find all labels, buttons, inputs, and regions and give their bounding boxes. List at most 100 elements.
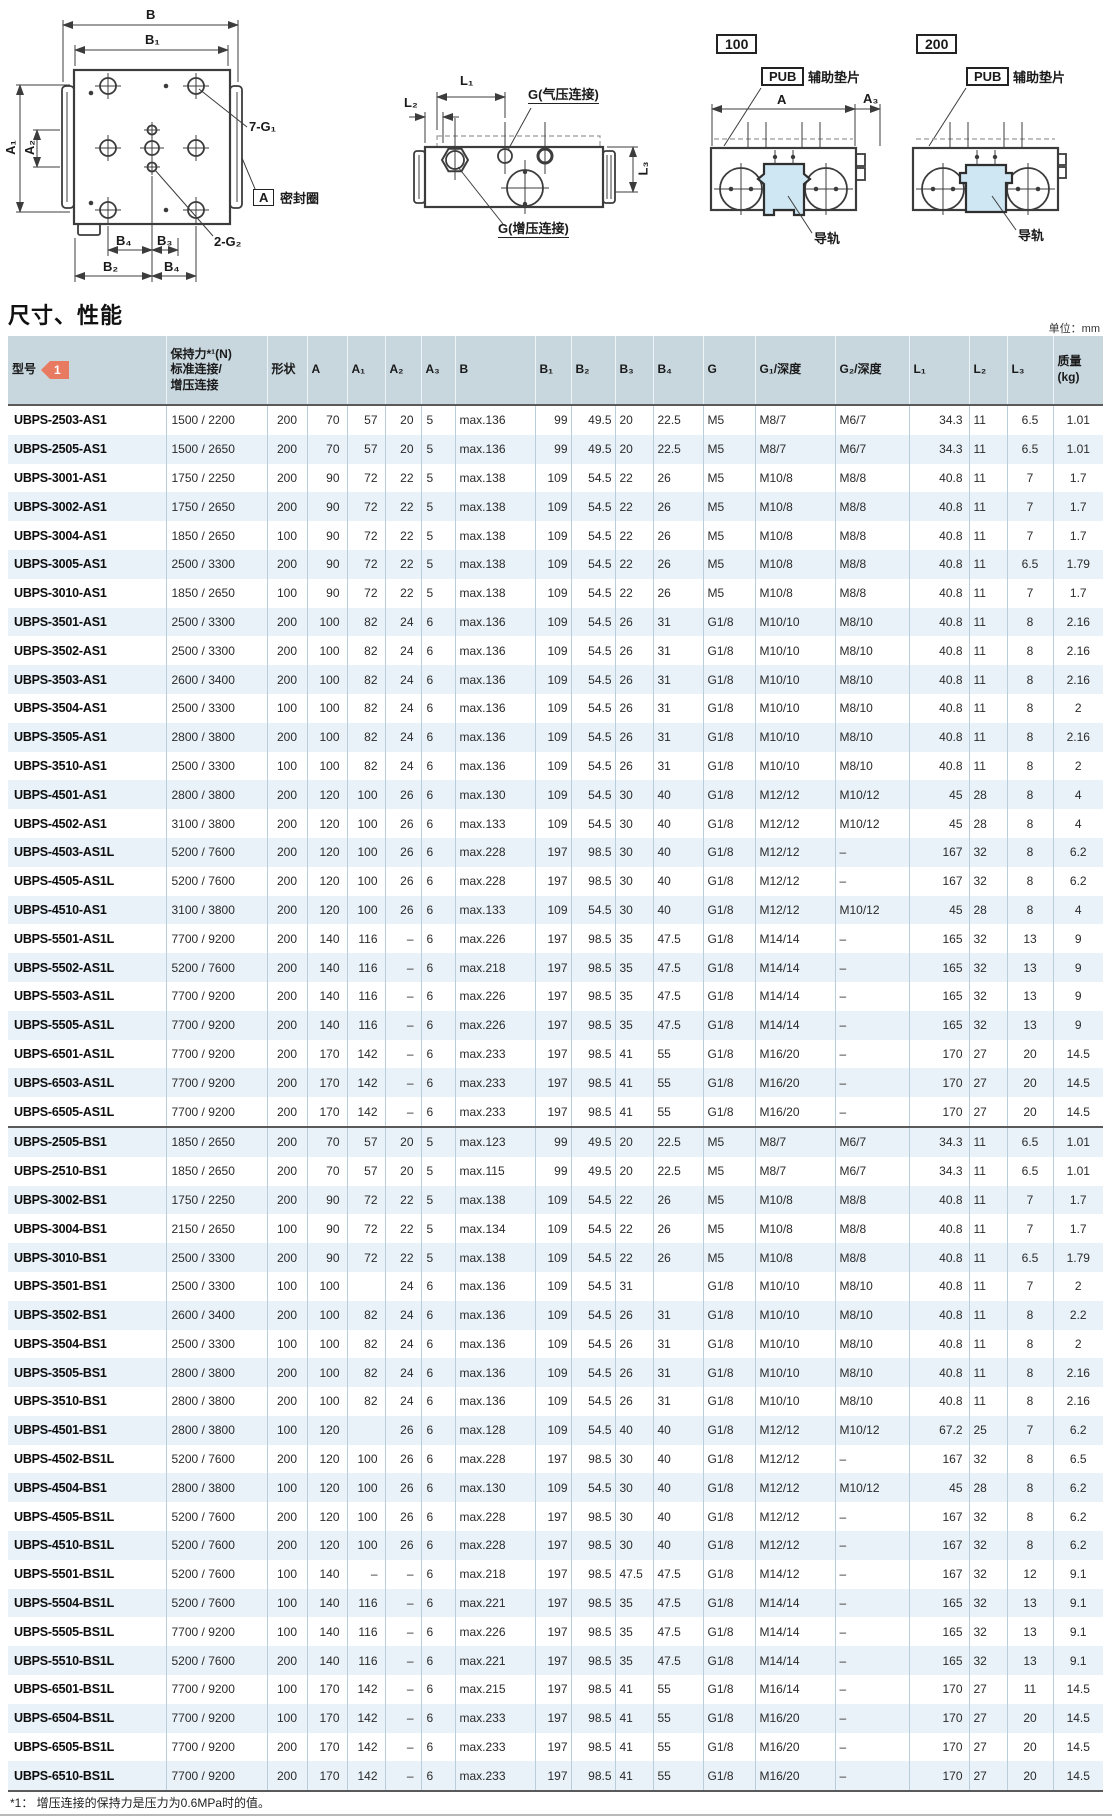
spec-cell: 82 xyxy=(347,1358,386,1388)
spec-cell: 98.5 xyxy=(571,981,616,1011)
spec-cell: 30 xyxy=(615,1531,654,1560)
spec-cell: 197 xyxy=(535,1531,572,1560)
pub-tag-100: PUB xyxy=(761,67,805,86)
spec-cell: G1/8 xyxy=(703,1732,756,1762)
model-cell: UBPS-6504-BS1L xyxy=(8,1703,167,1733)
spec-cell: 8 xyxy=(1007,809,1054,838)
spec-cell: M10/12 xyxy=(835,1473,910,1503)
spec-cell: max.138 xyxy=(455,578,536,608)
spec-cell: 40.8 xyxy=(909,751,970,781)
spec-cell: 116 xyxy=(347,981,386,1011)
spec-cell: 167 xyxy=(909,866,970,896)
spec-cell: M10/8 xyxy=(755,1243,836,1272)
spec-cell: 200 xyxy=(267,895,308,925)
model-cell: UBPS-3503-AS1 xyxy=(8,665,167,694)
spec-cell: 170 xyxy=(909,1761,970,1793)
spec-cell: 2800 / 3800 xyxy=(166,1415,268,1445)
dim-b-label: B xyxy=(146,7,156,22)
spec-cell: 109 xyxy=(535,1415,572,1445)
spec-cell: 40.8 xyxy=(909,693,970,723)
spec-cell xyxy=(347,1271,386,1301)
spec-cell: 5200 / 7600 xyxy=(166,1531,268,1560)
spec-cell: 116 xyxy=(347,924,386,954)
spec-cell: 22 xyxy=(615,463,654,493)
spec-cell: 6 xyxy=(421,1415,456,1445)
spec-table: 型号 1 保持力*¹(N) 标准连接/ 增压连接 形状 A A₁ A₂ A₃ B B₁ B₂ B… xyxy=(8,336,1103,1793)
spec-cell: 6 xyxy=(421,1473,456,1503)
spec-cell: – xyxy=(835,1039,910,1069)
spec-cell: 13 xyxy=(1007,981,1054,1011)
dim-a1-label: A₁ xyxy=(2,140,18,155)
spec-cell: 3100 / 3800 xyxy=(166,809,268,838)
model-cell: UBPS-4503-AS1L xyxy=(8,837,167,867)
spec-cell: 40.8 xyxy=(909,1329,970,1359)
spec-cell: M5 xyxy=(703,1156,756,1186)
spec-cell: 26 xyxy=(615,693,654,723)
spec-cell: 7700 / 9200 xyxy=(166,1761,268,1793)
spec-cell: 72 xyxy=(347,492,386,522)
spec-cell: 109 xyxy=(535,1387,572,1416)
spec-cell: 197 xyxy=(535,1675,572,1704)
spec-cell: 6 xyxy=(421,1502,456,1532)
spec-cell: G1/8 xyxy=(703,1097,756,1127)
spec-cell: 98.5 xyxy=(571,924,616,954)
spec-cell: M6/7 xyxy=(835,1125,910,1157)
spec-cell: 40.8 xyxy=(909,722,970,752)
spec-cell: 98.5 xyxy=(571,1502,616,1532)
spec-cell: 22 xyxy=(385,521,422,550)
spec-cell: 98.5 xyxy=(571,1559,616,1589)
spec-cell: 8 xyxy=(1007,722,1054,752)
spec-cell: 45 xyxy=(909,1473,970,1503)
dim-a2-label: A₂ xyxy=(22,139,38,156)
spec-cell: 54.5 xyxy=(571,1185,616,1215)
spec-cell: 40.8 xyxy=(909,636,970,666)
spec-cell: 140 xyxy=(307,1010,348,1040)
model-cell: UBPS-3505-AS1 xyxy=(8,722,167,752)
spec-cell: M8/10 xyxy=(835,636,910,666)
spec-cell: max.228 xyxy=(455,1502,536,1532)
section-100 xyxy=(709,87,881,234)
spec-cell: 54.5 xyxy=(571,722,616,752)
spec-cell: 31 xyxy=(615,1271,654,1301)
spec-cell: 200 xyxy=(267,953,308,982)
spec-cell: 197 xyxy=(535,1646,572,1676)
spec-cell: 200 xyxy=(267,1444,308,1474)
spec-cell: 109 xyxy=(535,751,572,781)
spec-cell: 7700 / 9200 xyxy=(166,981,268,1011)
drawings-linework xyxy=(16,20,1067,282)
spec-cell: 31 xyxy=(653,1300,704,1330)
spec-cell: 170 xyxy=(307,1732,348,1762)
spec-cell: 170 xyxy=(909,1097,970,1127)
spec-cell: 28 xyxy=(969,809,1008,838)
spec-cell: 41 xyxy=(615,1039,654,1069)
model-cell: UBPS-4502-BS1L xyxy=(8,1444,167,1474)
spec-cell: 90 xyxy=(307,463,348,493)
spec-cell: M16/20 xyxy=(755,1068,836,1098)
spec-cell: 140 xyxy=(307,1559,348,1589)
spec-cell: 54.5 xyxy=(571,1214,616,1244)
table-row: UBPS-5510-BS1L 5200 / 7600 200 140 116–6 max.… xyxy=(8,1646,1103,1676)
spec-cell: 31 xyxy=(653,1329,704,1359)
spec-cell: 11 xyxy=(969,405,1008,435)
spec-cell: 32 xyxy=(969,1559,1008,1589)
spec-cell: 170 xyxy=(909,1068,970,1098)
spec-cell: M10/8 xyxy=(755,1185,836,1215)
spec-cell: 6 xyxy=(421,1646,456,1676)
spec-cell: 5200 / 7600 xyxy=(166,837,268,867)
spec-cell: 6.5 xyxy=(1007,1125,1054,1157)
spec-cell: 142 xyxy=(347,1675,386,1704)
spec-cell: 13 xyxy=(1007,1646,1054,1676)
table-row: UBPS-3010-AS1 1850 / 2650 100 90 72 22 5 max.13… xyxy=(8,578,1103,608)
spec-cell: 109 xyxy=(535,578,572,608)
spec-cell: 7 xyxy=(1007,1214,1054,1244)
spec-cell: 40 xyxy=(653,1444,704,1474)
spec-cell: M10/8 xyxy=(755,578,836,608)
spec-cell: M10/8 xyxy=(755,463,836,493)
spec-cell: M12/12 xyxy=(755,780,836,810)
spec-cell: G1/8 xyxy=(703,1415,756,1445)
spec-cell: M8/10 xyxy=(835,722,910,752)
spec-cell: 1750 / 2250 xyxy=(166,463,268,493)
spec-cell: 109 xyxy=(535,492,572,522)
spec-cell: G1/8 xyxy=(703,693,756,723)
spec-cell: 98.5 xyxy=(571,1761,616,1793)
